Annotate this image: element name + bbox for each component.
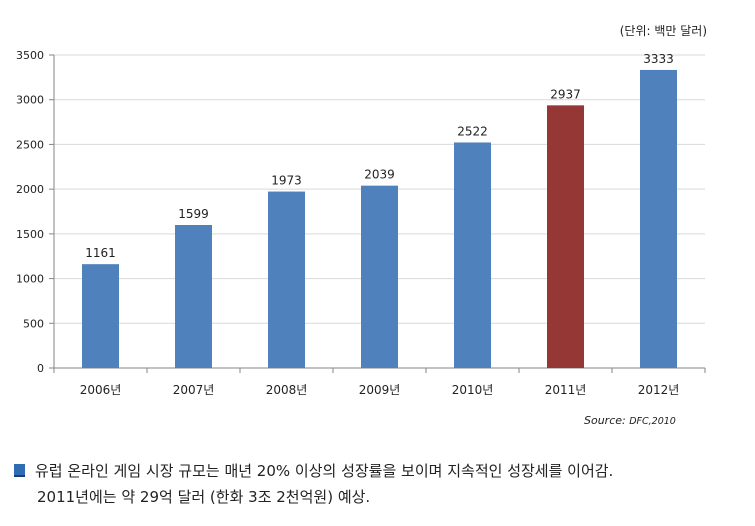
data-label: 2039 [364, 168, 395, 182]
data-label: 1973 [271, 174, 302, 188]
y-tick-label: 0 [37, 362, 44, 375]
bar [640, 69, 677, 368]
caption-line-2: 2011년에는 약 29억 달러 (한화 3조 2천억원) 예상. [37, 488, 371, 506]
x-tick-label: 2007년 [173, 383, 215, 397]
x-tick-label: 2012년 [638, 383, 680, 397]
y-tick-label: 2000 [16, 183, 44, 196]
data-label: 1599 [178, 207, 209, 221]
data-label: 2522 [457, 124, 488, 138]
bar [361, 185, 398, 368]
data-label: 3333 [643, 52, 674, 66]
x-tick-label: 2010년 [452, 383, 494, 397]
caption-line-1: 유럽 온라인 게임 시장 규모는 매년 20% 이상의 성장률을 보이며 지속적… [14, 458, 754, 484]
y-tick-label: 1500 [16, 228, 44, 241]
bar [268, 191, 305, 368]
x-tick-label: 2006년 [80, 383, 122, 397]
caption-text-1: 유럽 온라인 게임 시장 규모는 매년 20% 이상의 성장률을 보이며 지속적… [35, 462, 614, 480]
data-label: 2937 [550, 87, 581, 101]
x-tick-label: 2011년 [545, 383, 587, 397]
x-tick-label: 2009년 [359, 383, 401, 397]
y-tick-label: 1000 [16, 273, 44, 286]
bar [175, 225, 212, 368]
caption: 유럽 온라인 게임 시장 규모는 매년 20% 이상의 성장률을 보이며 지속적… [14, 458, 754, 510]
y-tick-label: 3500 [16, 49, 44, 62]
y-tick-label: 2500 [16, 138, 44, 151]
y-tick-label: 3000 [16, 94, 44, 107]
data-label: 1161 [85, 246, 116, 260]
bar [454, 142, 491, 368]
bar [547, 105, 584, 368]
unit-label: (단위: 백만 달러) [619, 24, 707, 38]
bar [82, 264, 119, 368]
source-prefix: Source: [584, 414, 626, 427]
bar-chart: 0 500 1000 1500 2000 2500 3000 3500 1161 2006년 159… [16, 49, 706, 397]
x-tick-label: 2008년 [266, 383, 308, 397]
y-tick-label: 500 [23, 317, 44, 330]
bullet-icon [14, 464, 25, 477]
source-note: Source: DFC,2010 [584, 414, 676, 427]
source-detail: DFC,2010 [629, 416, 676, 427]
